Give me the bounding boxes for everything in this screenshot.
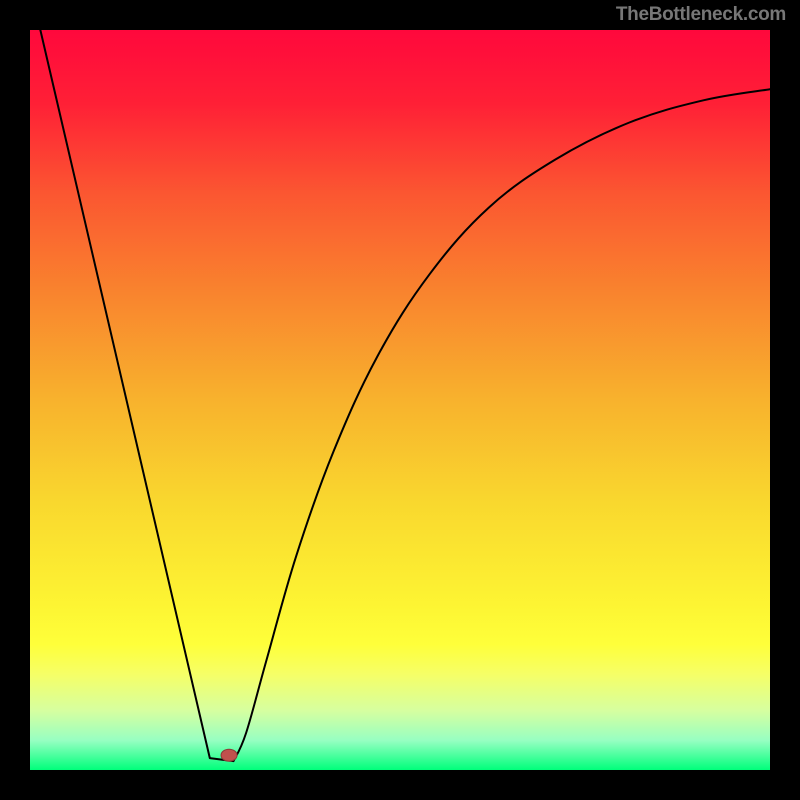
plot-area: [30, 30, 770, 770]
watermark-text: TheBottleneck.com: [616, 4, 786, 26]
min-point-marker: [30, 30, 770, 770]
